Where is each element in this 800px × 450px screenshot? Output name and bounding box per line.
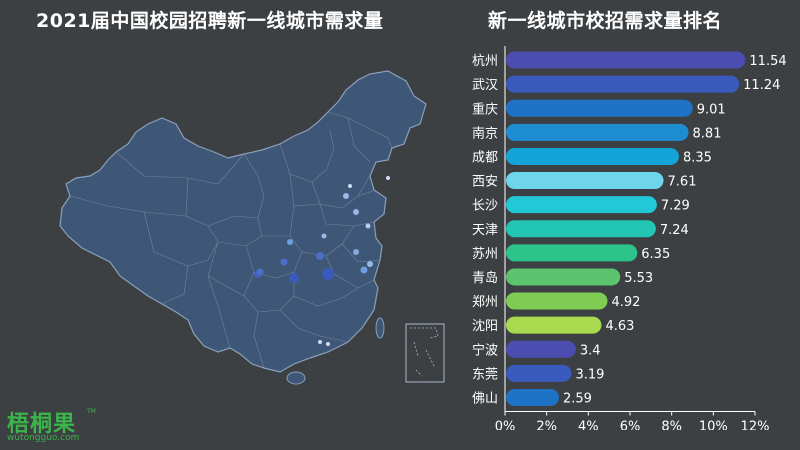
x-tick-label: 8% (661, 420, 682, 431)
x-tick-label: 6% (620, 420, 641, 431)
bar (506, 292, 608, 310)
category-label: 武汉 (472, 78, 498, 93)
bar (506, 99, 693, 117)
city-marker (360, 266, 368, 274)
data-label: 7.29 (661, 199, 690, 214)
data-label: 9.01 (697, 102, 726, 117)
bar (506, 244, 638, 262)
data-label: 7.61 (668, 175, 697, 190)
data-label: 7.24 (660, 223, 689, 238)
china-map (59, 70, 445, 385)
category-label: 郑州 (472, 295, 498, 310)
city-marker (353, 249, 359, 255)
city-marker (318, 340, 322, 344)
city-marker (365, 223, 371, 229)
bars-group: 11.54 11.24 9.01 8.81 8.35 7.61 7.29 7.24 6.35 5.… (506, 51, 787, 406)
category-label: 西安 (472, 175, 498, 190)
bar (506, 340, 576, 358)
x-tick-label: 2% (536, 420, 557, 431)
bar (506, 75, 740, 93)
city-marker (322, 268, 334, 280)
bar (506, 172, 664, 190)
category-label: 天津 (472, 223, 498, 238)
province-borders (69, 111, 393, 369)
data-label: 2.59 (563, 391, 592, 406)
city-marker (343, 193, 349, 199)
category-label: 苏州 (472, 246, 498, 262)
x-tick-label: 0% (495, 420, 516, 431)
bar (506, 51, 746, 69)
category-label: 东莞 (472, 367, 498, 382)
data-label: 4.92 (612, 295, 641, 310)
inset-frame (405, 323, 445, 383)
data-label: 8.81 (693, 126, 722, 141)
city-marker (289, 273, 299, 283)
chart-title: 新一线城市校招需求量排名 (488, 10, 723, 32)
logo: 梧桐果 TM wutongguo.com (7, 406, 107, 446)
bar (506, 220, 656, 238)
bar (506, 316, 602, 334)
map-title: 2021届中国校园招聘新一线城市需求量 (36, 10, 384, 32)
city-marker (386, 176, 390, 180)
category-label: 成都 (472, 150, 498, 165)
category-label: 宁波 (472, 342, 498, 358)
data-label: 11.24 (743, 78, 780, 93)
data-label: 11.54 (749, 54, 786, 69)
bar-chart: 11.54 11.24 9.01 8.81 8.35 7.61 7.29 7.24 6.35 5.… (472, 46, 787, 430)
bar (506, 364, 572, 382)
city-marker (316, 252, 324, 260)
category-label: 沈阳 (472, 319, 498, 334)
south-china-sea-inset (405, 323, 445, 383)
category-label: 佛山 (472, 391, 498, 406)
bar (506, 268, 621, 286)
bar (506, 388, 559, 406)
data-label: 5.53 (624, 271, 653, 286)
logo-trademark: TM (87, 408, 96, 415)
category-label: 南京 (472, 125, 498, 141)
data-label: 3.19 (575, 367, 604, 382)
bar (506, 123, 689, 141)
city-marker (353, 209, 359, 215)
city-marker (367, 261, 373, 267)
category-label: 重庆 (472, 101, 498, 117)
city-marker (321, 233, 327, 239)
logo-url: wutongguo.com (7, 433, 80, 443)
x-tick-label: 10% (699, 420, 728, 431)
data-label: 6.35 (641, 247, 670, 262)
city-markers (254, 176, 390, 346)
map-mainland (59, 70, 427, 373)
data-label: 3.4 (580, 343, 601, 358)
x-tick-label: 12% (741, 420, 770, 431)
city-marker (348, 184, 352, 188)
inset-islands (410, 327, 439, 377)
china-mainland-shape (59, 70, 427, 373)
city-marker (326, 342, 330, 346)
city-marker (280, 258, 288, 266)
x-tick-label: 4% (578, 420, 599, 431)
data-label: 8.35 (683, 150, 712, 165)
bar (506, 196, 657, 214)
data-label: 4.63 (605, 319, 634, 334)
hainan-island (286, 371, 306, 385)
category-label: 杭州 (472, 54, 498, 69)
city-marker (287, 239, 293, 245)
bar (506, 147, 679, 165)
taiwan-island (375, 317, 385, 339)
city-marker (256, 268, 264, 276)
logo-text: 梧桐果 (7, 412, 77, 437)
category-label: 青岛 (472, 270, 498, 286)
category-label: 长沙 (472, 199, 498, 214)
